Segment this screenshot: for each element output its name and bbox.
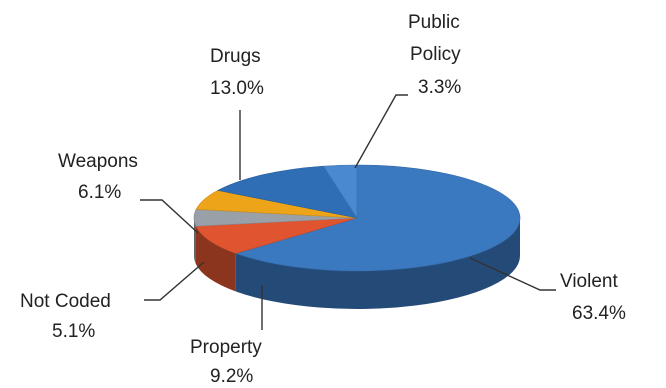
label-weapons-pct: 6.1% bbox=[78, 182, 121, 203]
label-public-policy-pct: 3.3% bbox=[418, 77, 461, 98]
leader-line-public-policy bbox=[354, 94, 408, 169]
pie-side-violent bbox=[235, 218, 520, 310]
label-drugs-name: Drugs bbox=[210, 46, 261, 67]
label-weapons-name: Weapons bbox=[58, 151, 138, 172]
leader-line-violent bbox=[469, 257, 556, 291]
pie-side-property bbox=[195, 226, 236, 292]
label-violent-pct: 63.4% bbox=[572, 303, 626, 324]
label-not-coded-name: Not Coded bbox=[20, 291, 111, 312]
leader-lines bbox=[140, 94, 556, 330]
leader-line-not-coded bbox=[144, 261, 205, 301]
leader-line-weapons bbox=[140, 199, 199, 234]
label-property-name: Property bbox=[190, 337, 262, 358]
label-not-coded-pct: 5.1% bbox=[52, 321, 95, 342]
label-public-policy-name-line2: Policy bbox=[410, 44, 461, 65]
label-property-pct: 9.2% bbox=[210, 366, 253, 387]
slice-labels: Violent 63.4% Property 9.2% Not Coded 5.… bbox=[20, 12, 626, 387]
label-public-policy-name-line1: Public bbox=[408, 12, 460, 33]
label-drugs-pct: 13.0% bbox=[210, 78, 264, 99]
pie-slice-property bbox=[195, 217, 358, 254]
label-violent-name: Violent bbox=[560, 271, 618, 292]
pie-slice-violent bbox=[234, 164, 521, 272]
pie-top-layer bbox=[193, 164, 521, 272]
pie-slice-drugs bbox=[216, 165, 358, 219]
